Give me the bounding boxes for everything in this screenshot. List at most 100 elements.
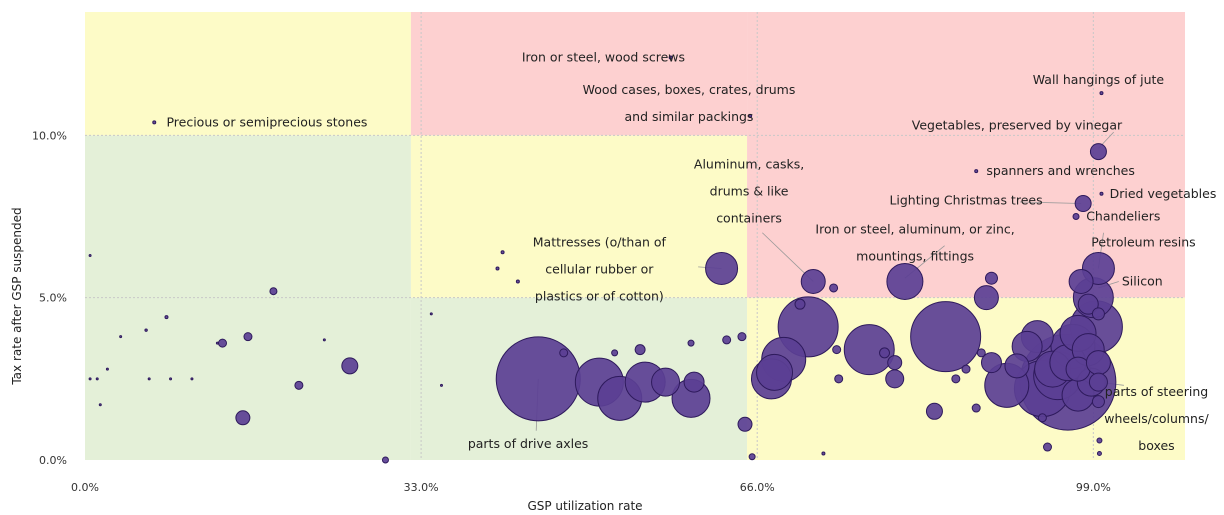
data-bubble [1085, 350, 1111, 376]
annotation-label: spanners and wrenches [986, 163, 1134, 178]
annotation-label: mountings, fittings [856, 249, 974, 264]
data-bubble [651, 367, 681, 397]
data-bubble [1072, 213, 1080, 221]
data-bubble [1037, 413, 1047, 423]
data-bubble [832, 345, 842, 355]
annotation-label: parts of drive axles [468, 436, 588, 451]
data-bubble [737, 416, 753, 432]
data-bubble [515, 279, 520, 284]
data-bubble [164, 315, 169, 320]
bubble-layer [88, 55, 1123, 464]
tick-layer: 0.0% 33.0% 66.0% 99.0% 0.0% 5.0% 10.0% [32, 129, 1111, 494]
annotation-label: Silicon [1122, 273, 1163, 288]
data-bubble [1099, 191, 1104, 196]
data-bubble [269, 287, 278, 296]
x-tick-label: 0.0% [71, 481, 99, 494]
zone-1 [85, 12, 411, 136]
zone-3 [410, 135, 748, 298]
data-bubble [925, 402, 943, 420]
data-bubble [821, 451, 826, 456]
data-bubble [748, 453, 756, 461]
data-bubble [190, 377, 194, 381]
data-bubble [559, 348, 569, 358]
annotation-label: Iron or steel, wood screws [522, 49, 685, 64]
data-bubble [1068, 268, 1094, 294]
annotation-label: cellular rubber or [545, 261, 654, 276]
annotation-label: parts of steering [1105, 384, 1208, 399]
data-bubble [980, 352, 1002, 374]
data-bubble [95, 377, 99, 381]
data-bubble [843, 324, 895, 376]
data-bubble [834, 374, 844, 384]
data-bubble [243, 332, 253, 342]
data-bubble [737, 332, 747, 342]
data-bubble [683, 371, 705, 393]
data-bubble [974, 169, 979, 174]
data-bubble [88, 377, 92, 381]
annotation-label: Iron or steel, aluminum, or zinc, [815, 222, 1014, 237]
annotation-label: boxes [1138, 438, 1174, 453]
annotation-label: and similar packings [625, 109, 754, 124]
data-bubble [1099, 91, 1104, 96]
data-bubble [88, 253, 92, 257]
data-bubble [887, 355, 903, 371]
data-bubble [800, 268, 826, 294]
annotation-label: Precious or semiprecious stones [166, 114, 367, 129]
data-bubble [119, 335, 123, 339]
data-bubble [886, 262, 924, 300]
data-bubble [341, 357, 359, 375]
data-bubble [294, 380, 304, 390]
data-bubble [439, 383, 443, 387]
data-bubble [705, 251, 739, 285]
data-bubble [152, 120, 157, 125]
data-bubble [973, 285, 999, 311]
x-tick-label: 66.0% [740, 481, 775, 494]
annotation-label: Chandeliers [1086, 209, 1160, 224]
data-bubble [1096, 451, 1102, 457]
data-bubble [634, 344, 646, 356]
annotation-label: Dried vegetables [1110, 186, 1217, 201]
data-bubble [429, 312, 433, 316]
data-bubble [1043, 442, 1052, 452]
data-bubble [495, 336, 581, 422]
data-bubble [976, 348, 986, 358]
data-bubble [169, 377, 173, 381]
annotation-label: plastics or of cotton) [535, 288, 664, 303]
data-bubble [687, 339, 695, 347]
data-bubble [381, 456, 389, 464]
annotation-label: Lighting Christmas trees [889, 192, 1042, 207]
data-bubble [951, 374, 961, 384]
annotation-label: Wall hangings of jute [1033, 72, 1165, 87]
data-bubble [147, 377, 151, 381]
data-bubble [105, 367, 109, 371]
leader-line [1019, 201, 1082, 204]
data-bubble [1091, 307, 1105, 321]
data-bubble [722, 335, 732, 345]
data-bubble [1096, 437, 1103, 444]
x-tick-label: 99.0% [1076, 481, 1111, 494]
annotation-label: Vegetables, preserved by vinegar [912, 118, 1123, 133]
annotation-label: containers [716, 211, 782, 226]
zone-5 [747, 12, 1185, 298]
data-bubble [98, 403, 102, 407]
data-bubble [668, 55, 673, 60]
data-bubble [215, 341, 219, 345]
annotation-label: Wood cases, boxes, crates, drums [583, 82, 796, 97]
data-bubble [961, 364, 971, 374]
zone-0 [85, 135, 411, 461]
zones-layer [85, 12, 1185, 461]
annotation-label: Aluminum, casks, [694, 157, 804, 172]
data-bubble [885, 369, 905, 389]
data-bubble [500, 250, 505, 255]
y-tick-label: 5.0% [39, 292, 67, 305]
data-bubble [971, 403, 981, 413]
data-bubble [1091, 395, 1105, 409]
zone-4 [410, 12, 748, 136]
y-axis-title: Tax rate after GSP suspended [10, 207, 24, 385]
data-bubble [1077, 293, 1099, 315]
annotation-label: drums & like [710, 184, 789, 199]
x-axis-title: GSP utilization rate [527, 499, 642, 513]
data-bubble [1074, 195, 1092, 213]
data-bubble [829, 283, 839, 293]
x-tick-label: 33.0% [404, 481, 439, 494]
